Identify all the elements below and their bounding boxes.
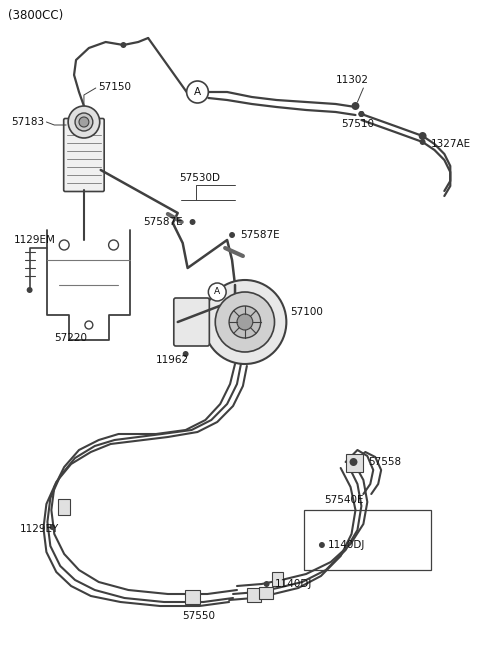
Bar xyxy=(304,510,431,570)
Circle shape xyxy=(187,81,208,103)
Circle shape xyxy=(359,111,364,117)
Circle shape xyxy=(215,292,275,352)
Text: 1140DJ: 1140DJ xyxy=(328,540,365,550)
Bar xyxy=(272,572,283,586)
FancyBboxPatch shape xyxy=(174,298,209,346)
Circle shape xyxy=(237,314,253,330)
Circle shape xyxy=(75,113,93,131)
Circle shape xyxy=(79,117,89,127)
Circle shape xyxy=(120,42,126,48)
Bar xyxy=(58,499,70,515)
Text: 57540E: 57540E xyxy=(324,495,363,505)
FancyBboxPatch shape xyxy=(64,119,104,192)
Circle shape xyxy=(351,102,360,110)
Circle shape xyxy=(183,351,189,357)
Circle shape xyxy=(190,219,195,225)
Circle shape xyxy=(108,240,119,250)
Text: 57183: 57183 xyxy=(11,117,44,127)
Text: 57550: 57550 xyxy=(183,611,216,621)
Circle shape xyxy=(319,542,325,548)
Circle shape xyxy=(359,111,364,117)
Text: 57530D: 57530D xyxy=(179,173,220,183)
Circle shape xyxy=(204,280,287,364)
Circle shape xyxy=(229,232,235,238)
Text: A: A xyxy=(214,287,220,297)
Text: 1129EM: 1129EM xyxy=(14,235,56,245)
Circle shape xyxy=(49,524,55,530)
Text: A: A xyxy=(194,87,201,97)
Bar xyxy=(346,454,363,472)
Circle shape xyxy=(264,581,270,587)
Text: (3800CC): (3800CC) xyxy=(8,9,63,22)
Text: 11962: 11962 xyxy=(156,355,189,365)
Bar xyxy=(185,590,201,604)
Text: 1327AE: 1327AE xyxy=(431,139,471,149)
Circle shape xyxy=(208,283,226,301)
Circle shape xyxy=(349,458,358,466)
Bar xyxy=(259,587,273,599)
Text: 57587E: 57587E xyxy=(240,230,279,240)
Circle shape xyxy=(68,106,100,138)
Text: 57510: 57510 xyxy=(342,119,375,129)
Circle shape xyxy=(419,132,427,140)
Text: 11302: 11302 xyxy=(336,75,369,85)
Text: 57558: 57558 xyxy=(368,457,401,467)
Bar xyxy=(247,588,261,602)
Circle shape xyxy=(420,139,426,145)
Text: 57100: 57100 xyxy=(290,307,323,317)
Circle shape xyxy=(59,240,69,250)
Text: 1140DJ: 1140DJ xyxy=(275,579,312,589)
Text: 57150: 57150 xyxy=(98,82,131,92)
Circle shape xyxy=(27,287,33,293)
Text: 1129EY: 1129EY xyxy=(20,524,59,534)
Circle shape xyxy=(85,321,93,329)
Text: 57220: 57220 xyxy=(54,333,87,343)
Text: 57587E: 57587E xyxy=(143,217,183,227)
Circle shape xyxy=(229,306,261,338)
